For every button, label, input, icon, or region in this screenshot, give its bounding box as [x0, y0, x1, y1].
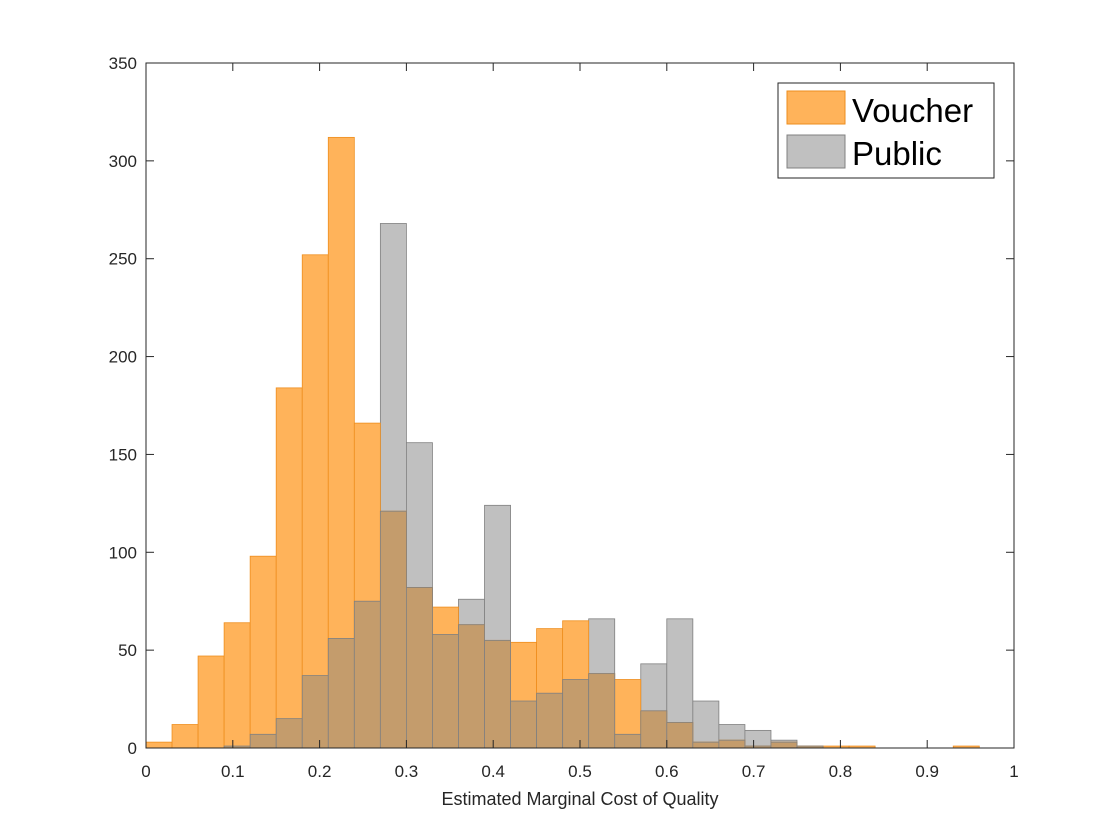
x-axis-label: Estimated Marginal Cost of Quality: [441, 789, 718, 809]
x-tick-label: 0.1: [221, 762, 245, 781]
overlap-bar: [458, 624, 485, 749]
overlap-bar: [588, 673, 616, 749]
x-tick-label: 0.3: [395, 762, 419, 781]
overlap-bars: [223, 510, 824, 749]
overlap-bar: [562, 679, 590, 749]
legend-swatch-voucher: [786, 90, 846, 125]
legend-swatch-public: [786, 134, 846, 169]
overlap-bar: [432, 634, 459, 749]
overlap-bar: [666, 722, 694, 749]
overlap-bar: [510, 700, 537, 749]
legend-label-public: Public: [852, 135, 942, 172]
y-tick-label: 50: [118, 641, 137, 660]
voucher-bar: [145, 741, 173, 749]
y-tick-label: 100: [109, 543, 137, 562]
voucher-bar: [249, 555, 277, 749]
legend-label-voucher: Voucher: [852, 92, 973, 129]
y-tick-label: 250: [109, 250, 137, 269]
x-tick-label: 0.6: [655, 762, 679, 781]
overlap-bar: [536, 692, 564, 749]
overlap-bar: [692, 741, 720, 749]
axis-ticks: 0 0.1 0.2 0.3 0.4 0.5 0.6 0.7 0.8 0.9 1 0 50 100 150 20…: [109, 54, 1019, 781]
voucher-bar: [171, 724, 199, 749]
overlap-bar: [327, 638, 355, 749]
x-tick-label: 1: [1009, 762, 1018, 781]
x-tick-label: 0.7: [742, 762, 766, 781]
overlap-bar: [770, 741, 798, 749]
overlap-bar: [614, 733, 642, 749]
overlap-bar: [249, 733, 277, 749]
x-tick-label: 0.4: [481, 762, 505, 781]
public-bar: [692, 700, 720, 749]
x-tick-label: 0.5: [568, 762, 592, 781]
overlap-bar: [275, 718, 303, 749]
voucher-bar: [197, 655, 225, 749]
legend: Voucher Public: [777, 82, 995, 179]
y-tick-label: 0: [128, 739, 137, 758]
y-tick-label: 350: [109, 54, 137, 73]
x-tick-label: 0: [141, 762, 150, 781]
x-tick-label: 0.2: [308, 762, 332, 781]
voucher-bar: [301, 254, 329, 749]
voucher-bar: [275, 387, 303, 749]
y-tick-label: 300: [109, 152, 137, 171]
overlap-bar: [718, 739, 746, 749]
overlap-bar: [379, 510, 407, 749]
y-tick-label: 200: [109, 348, 137, 367]
overlap-bar: [640, 710, 668, 749]
overlap-bar: [353, 600, 381, 749]
voucher-bar: [223, 622, 251, 749]
x-tick-label: 0.9: [915, 762, 939, 781]
overlap-bar: [301, 675, 329, 749]
public-bar: [744, 729, 772, 749]
y-tick-label: 150: [109, 445, 137, 464]
overlap-bar: [405, 587, 433, 749]
x-tick-label: 0.8: [829, 762, 853, 781]
overlap-bar: [484, 639, 511, 749]
